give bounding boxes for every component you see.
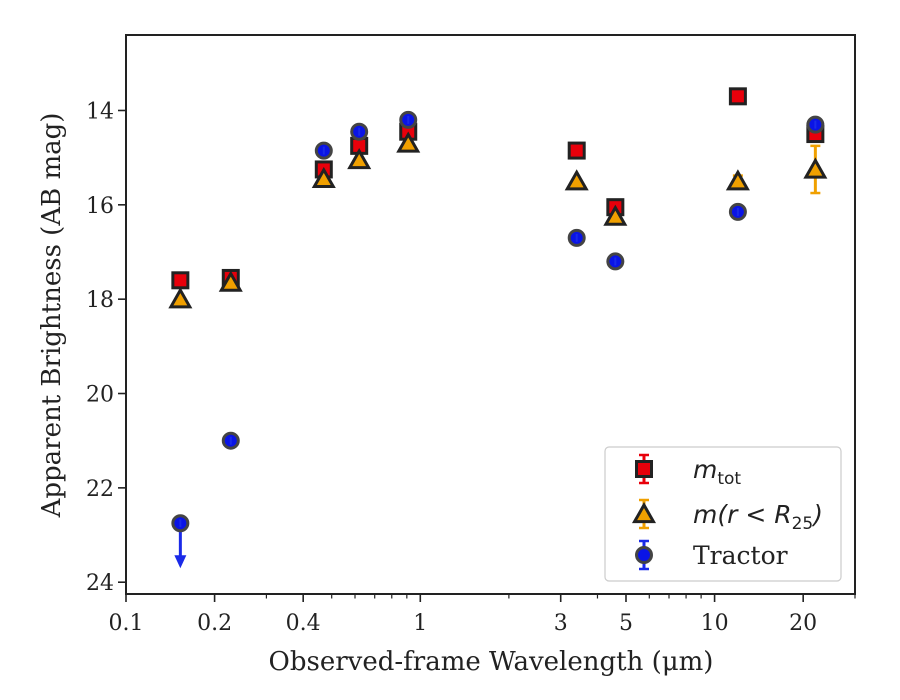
- legend-marker: [631, 501, 657, 524]
- data-point: [171, 271, 190, 290]
- x-tick-label: 0.4: [286, 611, 321, 636]
- y-axis-title: Apparent Brightness (AB mag): [37, 113, 67, 519]
- legend-entry: Tractor: [635, 539, 788, 571]
- legend-label: Tractor: [693, 541, 788, 570]
- legend-label: mtot: [693, 455, 741, 489]
- legend-box: [604, 446, 842, 582]
- plot-area: [168, 87, 828, 569]
- x-tick-label: 3: [554, 611, 568, 636]
- axes-frame: [125, 34, 856, 595]
- x-axis-title: Observed-frame Wavelength (μm): [269, 647, 714, 677]
- axes: 0.1 0.2 0.4 1 3 5 10 20 14 16 18 20 22 24: [86, 34, 856, 636]
- data-point: [725, 169, 750, 191]
- y-tick-label: 20: [86, 383, 114, 408]
- y-tick-label: 22: [86, 477, 114, 502]
- data-point: [803, 157, 828, 179]
- legend-marker: [635, 460, 653, 478]
- data-point: [347, 147, 372, 170]
- x-tick-label: 1: [413, 611, 427, 636]
- x-tick-label: 0.2: [197, 611, 232, 636]
- data-point: [567, 141, 586, 160]
- data-point: [396, 131, 421, 153]
- data-point: [311, 166, 336, 189]
- series-circle: [171, 110, 825, 569]
- legend-entry: mtot: [635, 453, 741, 489]
- legend-label: m(r < R25): [693, 500, 823, 534]
- x-tick-label: 10: [701, 611, 729, 636]
- legend-marker: [635, 546, 653, 564]
- series-square: [171, 87, 825, 290]
- data-point: [168, 287, 193, 309]
- y-tick-label: 18: [86, 288, 114, 313]
- data-point: [564, 169, 589, 191]
- y-tick-label: 16: [86, 194, 114, 219]
- x-tick-label: 0.1: [109, 611, 144, 636]
- y-tick-label: 14: [86, 99, 114, 124]
- y-tick-label: 24: [86, 571, 114, 596]
- series-triangle: [168, 131, 828, 309]
- data-point: [603, 204, 628, 226]
- x-tick-label: 5: [619, 611, 633, 636]
- data-point: [218, 270, 243, 292]
- upper-limit-arrowhead: [174, 555, 187, 569]
- data-point: [728, 87, 747, 106]
- legend: mtot m(r < R25) Tractor: [604, 446, 842, 582]
- legend-entry: m(r < R25): [631, 498, 823, 534]
- x-tick-label: 20: [789, 611, 817, 636]
